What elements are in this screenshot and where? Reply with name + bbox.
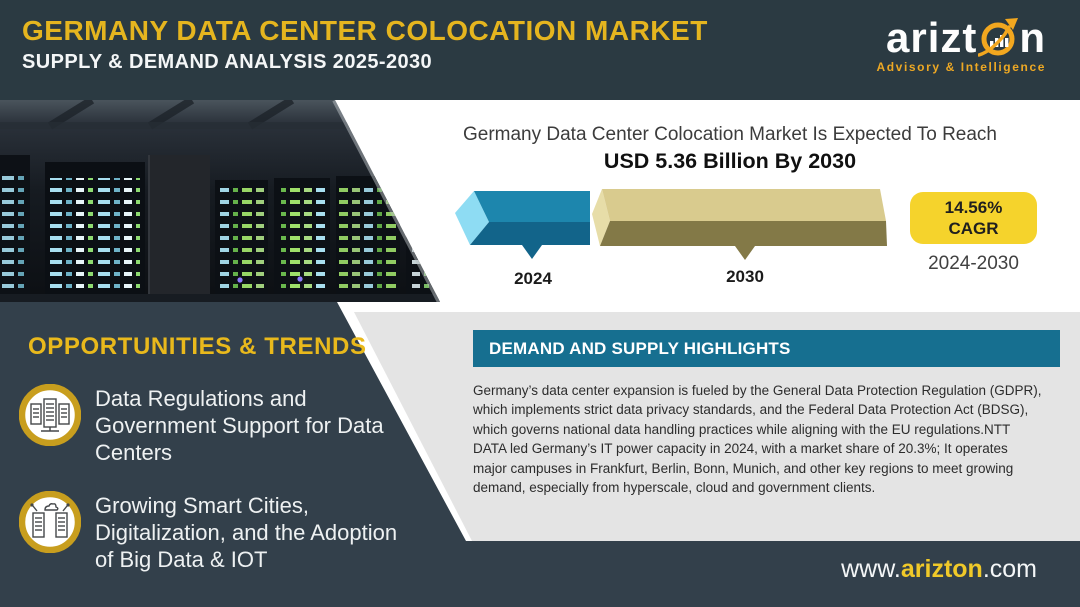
logo-text-left: arizt [885, 14, 978, 61]
page-subtitle: SUPPLY & DEMAND ANALYSIS 2025-2030 [22, 50, 433, 73]
middle-band: Germany Data Center Colocation Market Is… [0, 100, 1080, 302]
arizton-logo[interactable]: arizt n Advisory & Intelligence [876, 14, 1046, 75]
bar-2030: 2030 [592, 189, 887, 286]
url-brand: arizton [900, 555, 983, 583]
arizton-logo-wordmark: arizt n [876, 14, 1046, 61]
floor [0, 294, 460, 302]
cagr-period: 2024-2030 [928, 253, 1019, 274]
bar-label-2024: 2024 [514, 269, 552, 288]
purple-led [237, 277, 242, 282]
opportunities-title: OPPORTUNITIES & TRENDS [28, 333, 367, 360]
bar-2030-face [602, 189, 886, 221]
header: GERMANY DATA CENTER COLOCATION MARKET SU… [0, 0, 1080, 100]
highlights-header-bar: DEMAND AND SUPPLY HIGHLIGHTS [473, 330, 1060, 367]
bar-2024-face [474, 191, 590, 222]
trend-item-data-regulations: Data Regulations and Government Support … [19, 384, 417, 466]
smart-city-icon [19, 491, 81, 553]
server-racks [0, 155, 460, 302]
cagr-value: 14.56% [944, 197, 1003, 217]
server-rack-icon [19, 384, 81, 446]
market-size-bar-chart: 2024 2030 [455, 189, 887, 288]
highlights-body-text: Germany’s data center expansion is fuele… [473, 383, 1042, 496]
trend-item-smart-cities: Growing Smart Cities, Digitalization, an… [19, 491, 417, 573]
logo-text-right: n [1019, 14, 1046, 61]
photo-edge-highlight [335, 100, 440, 302]
server-room-photo [0, 100, 460, 302]
bar-2030-pointer [735, 246, 755, 260]
cagr-badge: 14.56% CAGR [910, 192, 1037, 244]
website-link[interactable]: www.arizton.com [841, 555, 1037, 584]
bar-label-2030: 2030 [726, 267, 764, 286]
page-title: GERMANY DATA CENTER COLOCATION MARKET [22, 15, 708, 46]
chart-title-line2: USD 5.36 Billion By 2030 [603, 149, 857, 173]
bar-2024: 2024 [455, 191, 590, 288]
bar-2030-bevel [592, 189, 610, 246]
cagr-label: CAGR [948, 219, 999, 238]
url-prefix: www. [841, 555, 901, 583]
chart-title-line1: Germany Data Center Colocation Market Is… [462, 124, 997, 145]
bar-2024-front [470, 222, 590, 245]
purple-led [297, 276, 302, 281]
logo-chart-circle-icon [978, 18, 1019, 57]
bar-2030-front [600, 221, 887, 246]
trend-item-text: Growing Smart Cities, Digitalization, an… [95, 493, 398, 572]
bar-2024-pointer [522, 245, 542, 259]
trend-item-text: Data Regulations and Government Support … [95, 386, 384, 465]
bar-2024-bevel [455, 191, 489, 245]
url-suffix: .com [982, 555, 1037, 583]
bottom-band: OPPORTUNITIES & TRENDS [0, 302, 1080, 607]
header-titles: GERMANY DATA CENTER COLOCATION MARKET SU… [22, 15, 708, 74]
logo-tagline: Advisory & Intelligence [876, 60, 1046, 74]
